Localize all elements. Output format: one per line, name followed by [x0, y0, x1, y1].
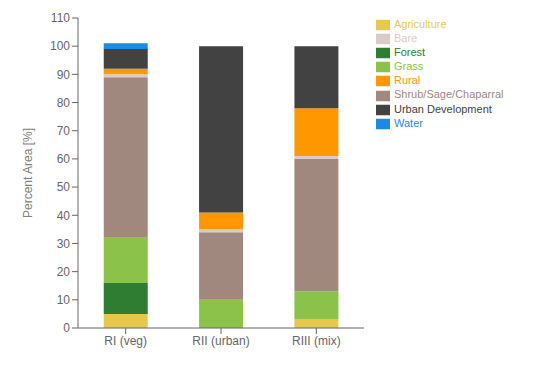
html-text:Grass: Grass: [394, 60, 424, 73]
svg-text:80: 80: [57, 96, 71, 110]
html-text:Urban Development: Urban Development: [394, 102, 492, 115]
html-text:Forest: Forest: [394, 46, 426, 59]
html-text:Water: Water: [394, 116, 423, 129]
svg-text:0: 0: [63, 321, 70, 335]
svg-text:90: 90: [57, 68, 71, 82]
svg-text:40: 40: [57, 209, 71, 223]
svg-text:110: 110: [51, 11, 70, 25]
svg-text:RII (urban): RII (urban): [192, 334, 249, 348]
html-text:Rural: Rural: [394, 74, 421, 87]
html-text:Agriculture: Agriculture: [394, 18, 447, 30]
svg-text:20: 20: [57, 265, 71, 279]
svg-text:10: 10: [57, 293, 71, 307]
html-text:Bare: Bare: [394, 32, 418, 45]
html-text:Shrub/Sage/Chaparral: Shrub/Sage/Chaparral: [394, 88, 504, 101]
svg-text:30: 30: [57, 237, 71, 251]
svg-text:RIII (mix): RIII (mix): [292, 334, 341, 348]
svg-text:100: 100: [50, 39, 70, 53]
svg-text:50: 50: [57, 180, 71, 194]
svg-text:70: 70: [57, 124, 71, 138]
svg-text:RI (veg): RI (veg): [104, 334, 147, 348]
svg-text:Percent Area [%]: Percent Area [%]: [21, 128, 35, 218]
svg-text:60: 60: [57, 152, 71, 166]
